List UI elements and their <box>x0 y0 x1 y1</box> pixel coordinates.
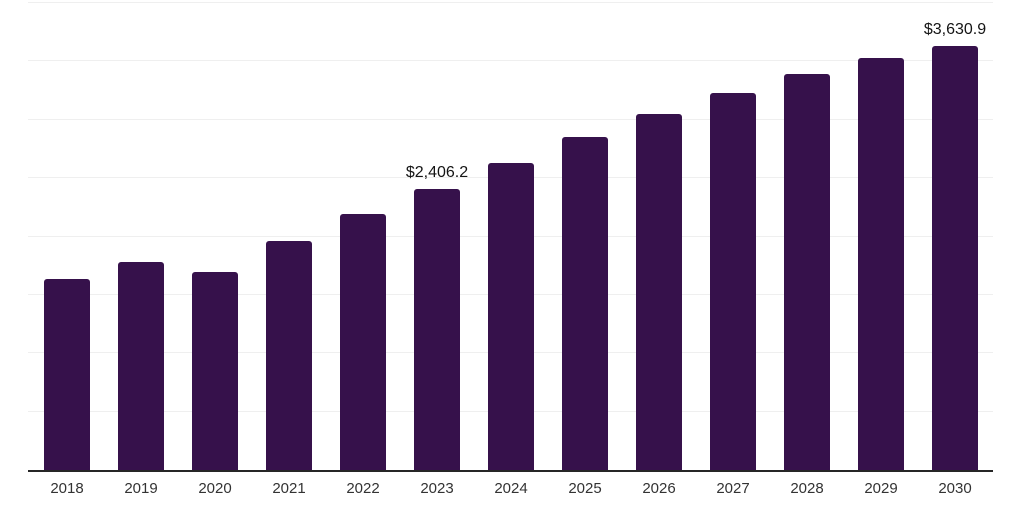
bar-2028 <box>784 74 830 470</box>
plot-area: $2,406.2 $3,630.9 <box>28 2 993 472</box>
x-tick-label-2019: 2019 <box>124 480 158 497</box>
bar-2025 <box>562 137 608 470</box>
x-tick-label-2024: 2024 <box>494 480 528 497</box>
bar-2030: $3,630.9 <box>924 21 986 470</box>
bar-2022 <box>340 214 386 470</box>
x-tick-label-2029: 2029 <box>864 480 898 497</box>
bar-2021 <box>266 241 312 470</box>
gridline-3500 <box>28 60 993 62</box>
data-label-2030: $3,630.9 <box>923 21 987 39</box>
bars-container: $2,406.2 $3,630.9 <box>28 3 993 470</box>
x-tick-label-2026: 2026 <box>642 480 676 497</box>
x-tick-label-2021: 2021 <box>272 480 306 497</box>
bar-2018 <box>44 278 90 470</box>
bar-2027 <box>710 92 756 470</box>
bar-2029 <box>858 57 904 470</box>
x-tick-label-2020: 2020 <box>198 480 232 497</box>
bar-2026 <box>636 113 682 470</box>
x-axis-labels: 2018 2019 2020 2021 2022 2023 2024 2025 2026 2027… <box>28 480 993 497</box>
x-tick-label-2030: 2030 <box>938 480 972 497</box>
gridline-4000 <box>28 2 993 3</box>
x-tick-label-2018: 2018 <box>50 480 84 497</box>
x-tick-label-2023: 2023 <box>420 480 454 497</box>
bar-2024 <box>488 162 534 470</box>
data-label-2023: $2,406.2 <box>405 164 469 182</box>
x-tick-label-2028: 2028 <box>790 480 824 497</box>
bar-2023: $2,406.2 <box>406 164 468 470</box>
bar-2020 <box>192 271 238 470</box>
x-tick-label-2022: 2022 <box>346 480 380 497</box>
gridline-3000 <box>28 118 993 120</box>
x-tick-label-2025: 2025 <box>568 480 602 497</box>
x-tick-label-2027: 2027 <box>716 480 750 497</box>
bar-2019 <box>118 262 164 470</box>
